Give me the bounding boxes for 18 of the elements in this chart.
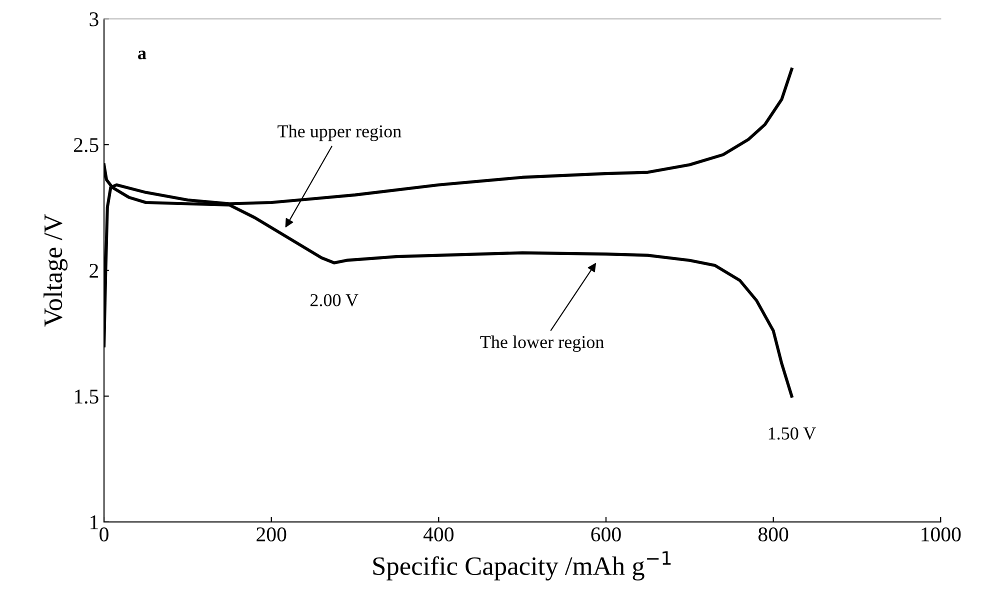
x-tick-label: 600 <box>591 527 621 542</box>
y-tick-label: 3 <box>90 12 98 26</box>
annotation: 2.00 V <box>310 294 358 306</box>
annotation: The lower region <box>480 335 604 352</box>
x-tick-label: 0 <box>100 527 108 542</box>
y-tick-label: 1 <box>90 515 98 530</box>
x-tick-label: 200 <box>256 527 286 542</box>
annotation: 1.50 V <box>768 427 816 440</box>
x-axis-title: Specific Capacity /mAh g$^{−1}$ <box>373 551 671 580</box>
y-tick-label: 2 <box>90 264 98 278</box>
annotation: The upper region <box>278 124 402 142</box>
y-axis-title: Voltage /V <box>44 214 68 327</box>
x-tick-label: 1000 <box>922 527 961 542</box>
y-tick-label: 2.5 <box>74 138 98 152</box>
y-tick-label: 1.5 <box>74 390 98 404</box>
x-tick-label: 800 <box>758 527 788 542</box>
annotation: a <box>138 50 146 60</box>
x-tick-label: 400 <box>423 527 454 542</box>
